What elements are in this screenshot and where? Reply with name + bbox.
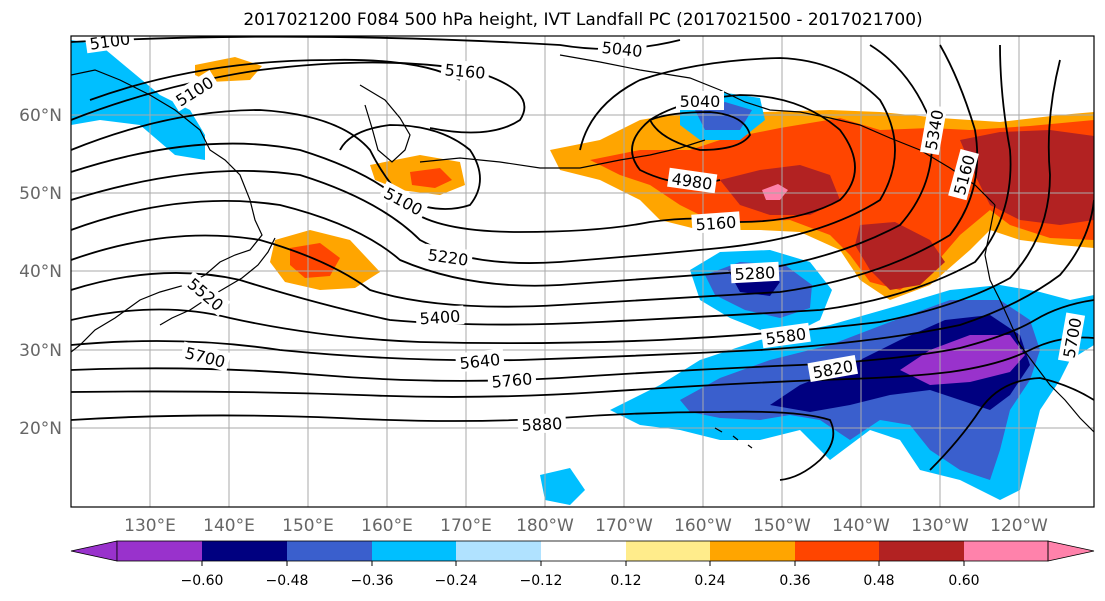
contour-label: 5100 [84,29,135,54]
colorbar-tick-label: 0.60 [948,573,979,589]
contour-label: 5280 [730,261,780,284]
fill-redorange-japan [290,243,340,278]
colorbar-segment [202,541,287,561]
colorbar-segment [541,541,626,561]
contour-label: 5880 [517,412,567,435]
latitude-labels: 20°N 30°N 40°N 50°N 60°N [19,106,62,439]
svg-text:5760: 5760 [491,369,533,391]
colorbar-segment [879,541,964,561]
contour-label: 5640 [454,348,505,373]
svg-text:5880: 5880 [521,414,563,435]
svg-text:5040: 5040 [680,92,721,111]
lon-label: 130°W [911,516,969,536]
colorbar-segment [626,541,710,561]
contour-label: 5160 [691,211,741,235]
svg-text:5160: 5160 [695,213,737,235]
contour-label: 5040 [676,91,724,111]
colorbar: −0.60 −0.48 −0.36 −0.24 −0.12 0.12 0.24 … [70,540,1095,589]
colorbar-segment [287,541,372,561]
colorbar-segment [117,541,202,561]
svg-text:5100: 5100 [88,29,131,53]
lon-label: 170°W [595,516,653,536]
map-area: 5100 5100 5040 5160 5040 5100 4980 5160 … [71,29,1094,507]
colorbar-tick-label: −0.60 [181,573,224,589]
coast-aleutians [419,139,706,169]
coast-asia [71,69,263,353]
lon-label: 160°W [674,516,732,536]
fill-darkred-east-2 [960,130,1094,225]
colorbar-segment [795,541,879,561]
svg-text:5160: 5160 [444,60,486,82]
contour-label: 5580 [760,322,811,349]
colorbar-tick-label: −0.36 [351,573,394,589]
fill-skyblue-west [71,40,205,160]
fill-darkred-east-3 [855,222,945,290]
colorbar-frame [116,540,1049,562]
colorbar-tick-label: 0.12 [610,573,641,589]
contour-label: 5400 [415,305,465,329]
colorbar-ticks [201,561,965,566]
colorbar-tick-label: 0.36 [779,573,810,589]
map-frame [70,35,1095,508]
fill-skyblue-se [540,468,585,505]
colorbar-extend-low [70,540,118,562]
negative-anomaly-fill [71,40,1094,505]
colorbar-segment [372,541,456,561]
coast-na-west [984,204,1094,433]
lon-label: 170°E [440,516,492,536]
colorbar-tick-label: −0.48 [266,573,309,589]
lon-label: 140°W [832,516,890,536]
colorbar-tick-label: 0.24 [694,573,725,589]
lat-label: 60°N [19,106,62,126]
coastlines [71,54,1094,449]
lat-label: 30°N [19,341,62,361]
coast-hawaii [714,427,753,449]
lat-label: 20°N [19,419,62,439]
svg-text:5400: 5400 [419,307,461,329]
svg-text:5040: 5040 [601,38,643,61]
svg-text:5280: 5280 [734,263,776,284]
colorbar-segment [710,541,795,561]
lon-label: 140°E [203,516,255,536]
colorbar-tick-label: −0.12 [520,573,563,589]
lon-label: 180°W [516,516,574,536]
fill-purple-south [900,335,1025,385]
lon-label: 150°E [282,516,334,536]
lon-label: 120°W [990,516,1048,536]
colorbar-tick-label: 0.48 [863,573,894,589]
lat-label: 50°N [19,184,62,204]
lon-label: 160°E [361,516,413,536]
colorbar-segment [456,541,541,561]
map-title: 2017021200 F084 500 hPa height, IVT Land… [243,10,922,30]
contour-label: 5160 [440,58,490,83]
graticule [71,36,1094,507]
colorbar-tick-label: −0.24 [435,573,478,589]
lon-label: 150°W [753,516,811,536]
lon-label: 130°E [124,516,176,536]
svg-text:5640: 5640 [459,350,501,373]
longitude-labels: 130°E 140°E 150°E 160°E 170°E 180°W 170°… [124,516,1048,536]
coast-alaska [559,54,996,206]
colorbar-extend-high [1047,540,1095,562]
coast-japan [159,237,276,326]
fill-redorange-kuril [410,168,452,188]
lat-label: 40°N [19,262,62,282]
height-contours [71,36,1094,481]
contour-label: 5040 [597,36,648,61]
coast-kamchatka [359,84,411,163]
contour-label: 4980 [667,167,718,194]
colorbar-segment [964,541,1048,561]
contour-label: 5760 [487,367,537,392]
